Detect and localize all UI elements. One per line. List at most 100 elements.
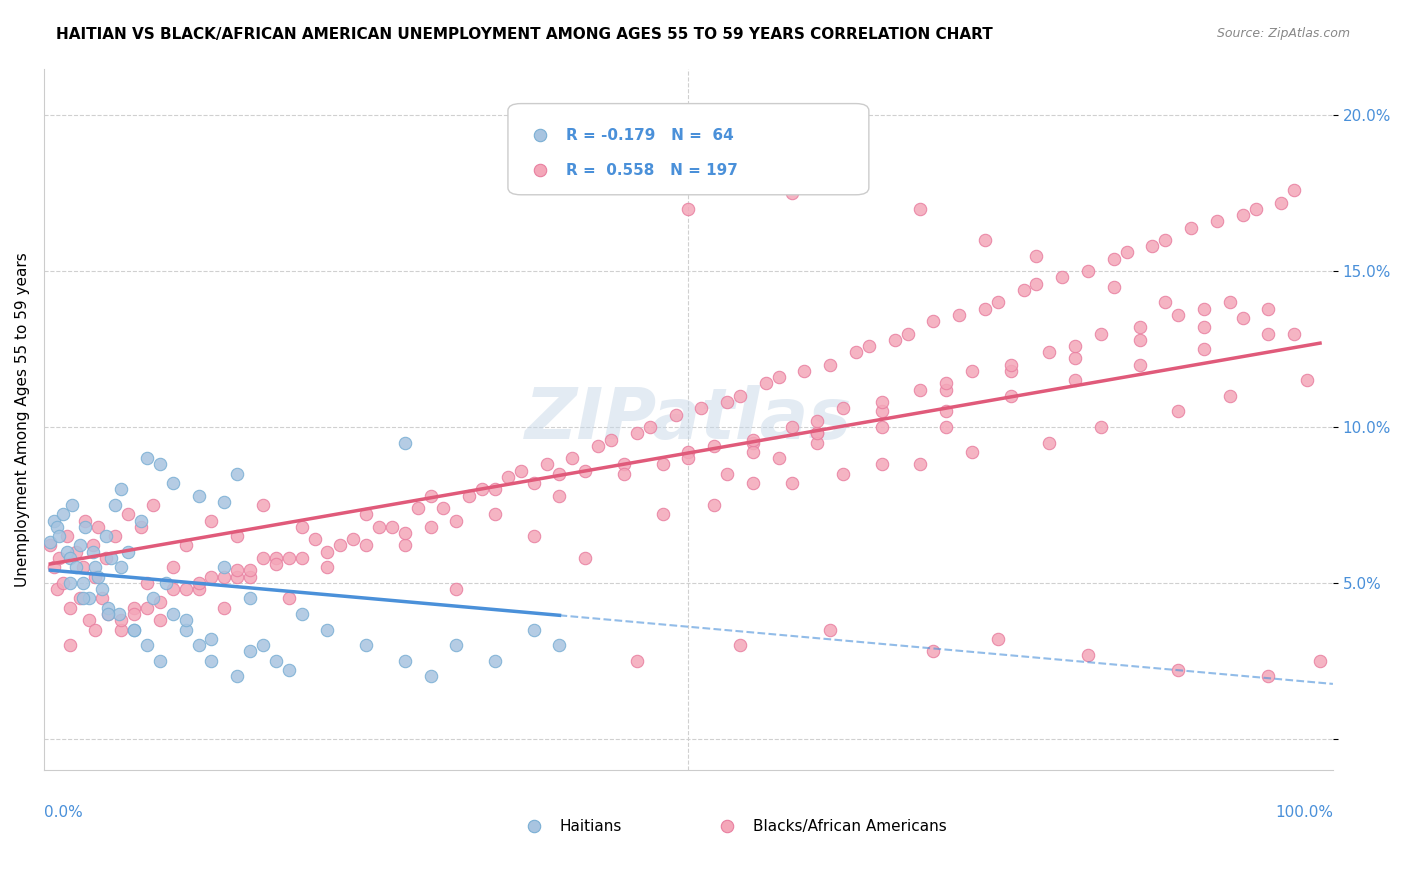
Point [342,533,364,547]
Point [65,560,87,574]
Point [129,514,152,528]
Point [136,451,159,466]
Point [1000,389,1022,403]
Point [741,445,763,459]
Point [896,326,918,341]
Point [149,594,172,608]
Point [703,439,725,453]
Point [82,545,104,559]
Point [174,582,197,596]
Point [162,582,184,596]
Text: HAITIAN VS BLACK/AFRICAN AMERICAN UNEMPLOYMENT AMONG AGES 55 TO 59 YEARS CORRELA: HAITIAN VS BLACK/AFRICAN AMERICAN UNEMPL… [56,27,993,42]
Point [419,669,441,683]
Point [806,426,828,441]
Point [768,370,790,384]
Point [252,498,274,512]
Point [419,520,441,534]
Point [252,638,274,652]
Point [239,564,262,578]
Point [973,301,995,316]
Point [651,458,673,472]
Point [69,539,91,553]
Point [381,520,404,534]
Point [174,623,197,637]
Point [291,551,314,566]
Point [149,458,172,472]
Point [1025,277,1047,291]
Point [1257,301,1279,316]
Point [728,638,751,652]
Point [910,458,932,472]
Point [136,600,159,615]
Point [394,539,416,553]
Point [39,535,62,549]
Text: R =  0.558   N = 197: R = 0.558 N = 197 [567,162,738,178]
Point [59,600,82,615]
Point [626,426,648,441]
Point [122,623,145,637]
Point [741,476,763,491]
Point [291,607,314,621]
Point [1012,283,1035,297]
Point [1296,373,1319,387]
Point [523,529,546,543]
Point [548,489,571,503]
Point [264,558,287,572]
Point [1038,345,1060,359]
Point [446,582,468,596]
Text: 0.0%: 0.0% [44,805,83,820]
Point [155,575,177,590]
Point [600,433,623,447]
Point [793,364,815,378]
Point [703,498,725,512]
Point [394,654,416,668]
Point [960,364,983,378]
Point [1192,320,1215,334]
Point [59,575,82,590]
Point [394,526,416,541]
Point [1154,233,1177,247]
Point [1232,208,1254,222]
Point [1192,342,1215,356]
Point [741,433,763,447]
Point [806,414,828,428]
Point [548,467,571,481]
Point [69,591,91,606]
Point [870,395,893,409]
Point [87,569,110,583]
Point [44,560,66,574]
Point [509,464,531,478]
Point [136,638,159,652]
Point [419,489,441,503]
Point [870,404,893,418]
Point [818,623,841,637]
Point [1064,339,1087,353]
Point [987,632,1010,646]
Point [214,495,236,509]
Point [316,623,339,637]
Point [84,569,107,583]
Point [162,476,184,491]
Point [922,314,945,328]
Point [1128,320,1150,334]
Point [136,575,159,590]
Point [277,551,299,566]
Text: Source: ZipAtlas.com: Source: ZipAtlas.com [1216,27,1350,40]
Point [741,435,763,450]
Point [458,489,481,503]
Text: 100.0%: 100.0% [1275,805,1333,820]
Point [97,607,120,621]
Point [94,529,117,543]
Point [678,445,700,459]
Point [716,467,738,481]
Point [48,551,70,566]
Point [406,501,429,516]
Point [1284,326,1306,341]
Point [277,591,299,606]
Point [122,600,145,615]
Text: Blacks/African Americans: Blacks/African Americans [752,819,946,833]
Point [1000,358,1022,372]
Point [354,539,377,553]
Point [484,483,506,497]
Point [59,551,82,566]
